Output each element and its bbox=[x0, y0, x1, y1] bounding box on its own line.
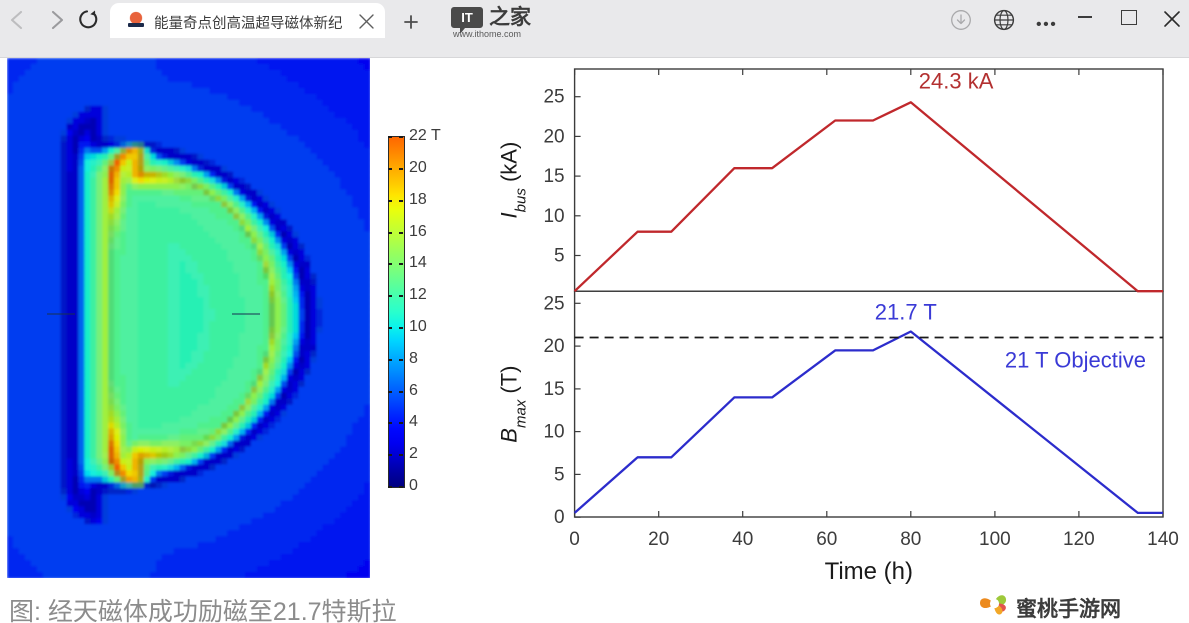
svg-text:40: 40 bbox=[732, 529, 753, 550]
svg-text:25: 25 bbox=[543, 87, 564, 108]
svg-text:5: 5 bbox=[554, 464, 565, 485]
svg-text:10: 10 bbox=[543, 206, 564, 227]
svg-text:20: 20 bbox=[543, 126, 564, 147]
svg-text:Ibus (kA): Ibus (kA) bbox=[497, 142, 530, 219]
svg-text:0: 0 bbox=[569, 529, 580, 550]
svg-text:0: 0 bbox=[554, 507, 565, 528]
svg-text:21 T Objective: 21 T Objective bbox=[1005, 348, 1146, 373]
svg-text:Bmax (T): Bmax (T) bbox=[497, 365, 530, 442]
svg-text:20: 20 bbox=[648, 529, 669, 550]
svg-text:15: 15 bbox=[543, 379, 564, 400]
svg-text:15: 15 bbox=[543, 166, 564, 187]
svg-text:21.7 T: 21.7 T bbox=[875, 300, 937, 325]
svg-text:Time (h): Time (h) bbox=[825, 558, 913, 585]
svg-text:100: 100 bbox=[979, 529, 1011, 550]
svg-text:10: 10 bbox=[543, 422, 564, 443]
svg-text:60: 60 bbox=[816, 529, 837, 550]
svg-text:120: 120 bbox=[1063, 529, 1095, 550]
svg-text:IT: IT bbox=[461, 10, 473, 25]
svg-text:20: 20 bbox=[543, 336, 564, 357]
svg-text:24.3 kA: 24.3 kA bbox=[919, 68, 994, 93]
svg-text:25: 25 bbox=[543, 293, 564, 314]
svg-text:5: 5 bbox=[554, 246, 565, 267]
svg-text:140: 140 bbox=[1147, 529, 1179, 550]
svg-text:80: 80 bbox=[900, 529, 921, 550]
